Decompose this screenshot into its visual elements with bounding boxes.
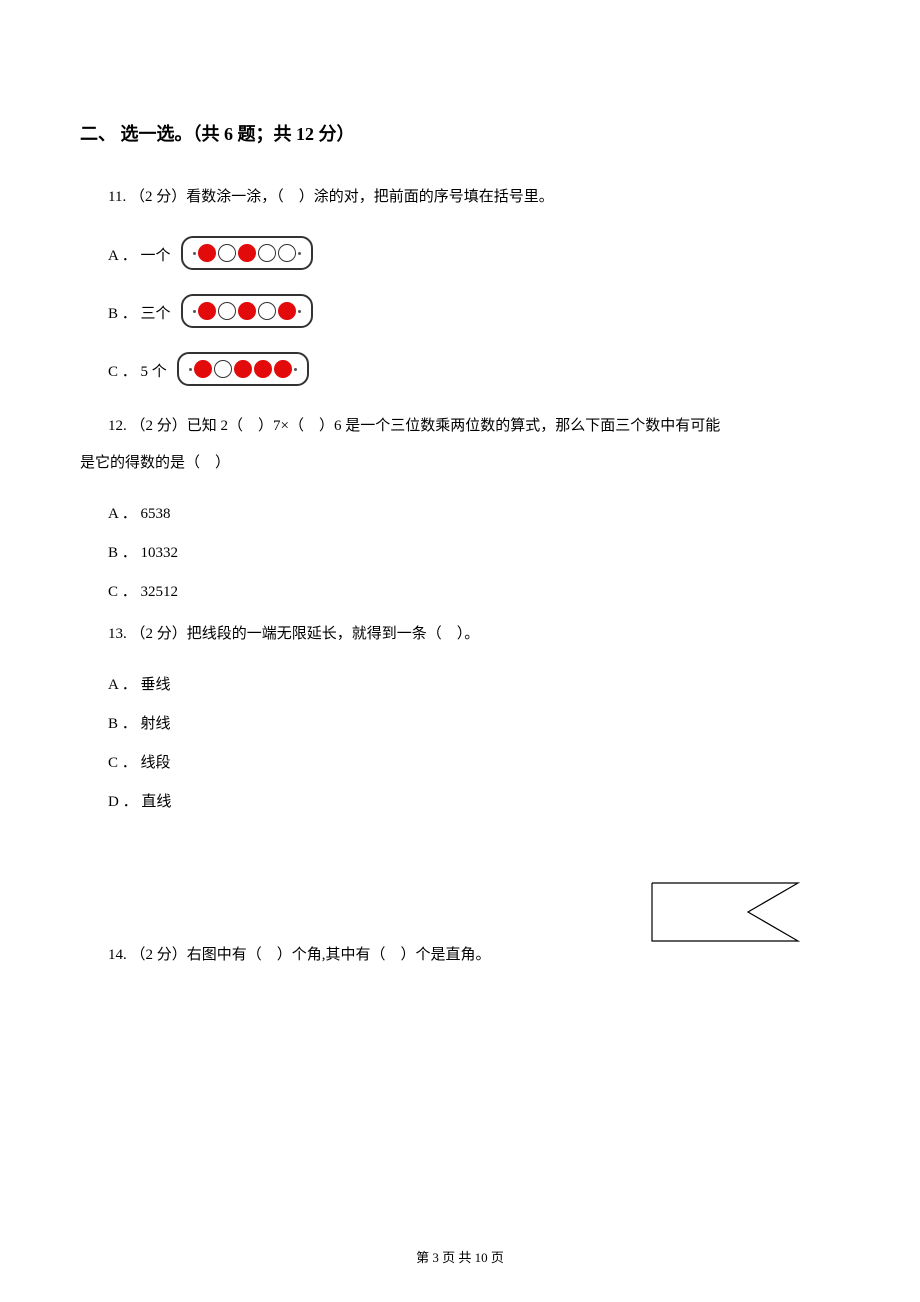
circle-filled-icon bbox=[198, 244, 216, 262]
circle-empty-icon bbox=[218, 244, 236, 262]
q13-option-b: B ． 射线 bbox=[80, 712, 840, 733]
q11-a-circles-box bbox=[181, 236, 313, 270]
q11-a-circles bbox=[193, 244, 301, 262]
q11-stem: 11. （2 分）看数涂一涂，（ ）涂的对，把前面的序号填在括号里。 bbox=[80, 182, 840, 212]
q14-stem: 14. （2 分）右图中有（ ）个角,其中有（ ）个是直角。 bbox=[108, 943, 491, 964]
q11-option-a: A ． 一个 bbox=[80, 236, 840, 270]
q11-c-circles bbox=[189, 360, 297, 378]
q12-stem-line2: 是它的得数的是（ ） bbox=[80, 455, 230, 471]
q14-row: 14. （2 分）右图中有（ ）个角,其中有（ ）个是直角。 bbox=[80, 881, 840, 964]
section-title: 二、 选一选。（共 6 题；共 12 分） bbox=[80, 120, 840, 146]
circle-empty-icon bbox=[258, 244, 276, 262]
flag-icon bbox=[650, 881, 800, 943]
circle-empty-icon bbox=[278, 244, 296, 262]
q11-option-c-label: C ． 5 个 bbox=[108, 359, 167, 386]
circle-filled-icon bbox=[194, 360, 212, 378]
q13-option-a: A ． 垂线 bbox=[80, 673, 840, 694]
q12-option-c: C ． 32512 bbox=[80, 580, 840, 601]
circle-empty-icon bbox=[214, 360, 232, 378]
page-footer: 第 3 页 共 10 页 bbox=[0, 1247, 920, 1266]
q12-stem: 12. （2 分）已知 2（ ）7×（ ）6 是一个三位数乘两位数的算式，那么下… bbox=[80, 410, 840, 480]
circle-filled-icon bbox=[254, 360, 272, 378]
q11-option-b: B ． 三个 bbox=[80, 294, 840, 328]
circle-filled-icon bbox=[238, 302, 256, 320]
circle-filled-icon bbox=[274, 360, 292, 378]
circle-filled-icon bbox=[198, 302, 216, 320]
q11-c-circles-box bbox=[177, 352, 309, 386]
circle-empty-icon bbox=[218, 302, 236, 320]
q13-stem: 13. （2 分）把线段的一端无限延长，就得到一条（ ）。 bbox=[80, 619, 840, 649]
q11-b-circles-box bbox=[181, 294, 313, 328]
q11-option-b-label: B ． 三个 bbox=[108, 301, 171, 328]
q13-option-d: D ． 直线 bbox=[80, 790, 840, 811]
circle-filled-icon bbox=[278, 302, 296, 320]
circle-filled-icon bbox=[234, 360, 252, 378]
q12-stem-line1: 12. （2 分）已知 2（ ）7×（ ）6 是一个三位数乘两位数的算式，那么下… bbox=[108, 418, 720, 434]
q12-option-b: B ． 10332 bbox=[80, 541, 840, 562]
q12-option-a: A ． 6538 bbox=[80, 502, 840, 523]
circle-empty-icon bbox=[258, 302, 276, 320]
q11-option-a-label: A ． 一个 bbox=[108, 243, 171, 270]
circle-filled-icon bbox=[238, 244, 256, 262]
flag-figure bbox=[650, 881, 800, 948]
q11-option-c: C ． 5 个 bbox=[80, 352, 840, 386]
q11-b-circles bbox=[193, 302, 301, 320]
q13-option-c: C ． 线段 bbox=[80, 751, 840, 772]
